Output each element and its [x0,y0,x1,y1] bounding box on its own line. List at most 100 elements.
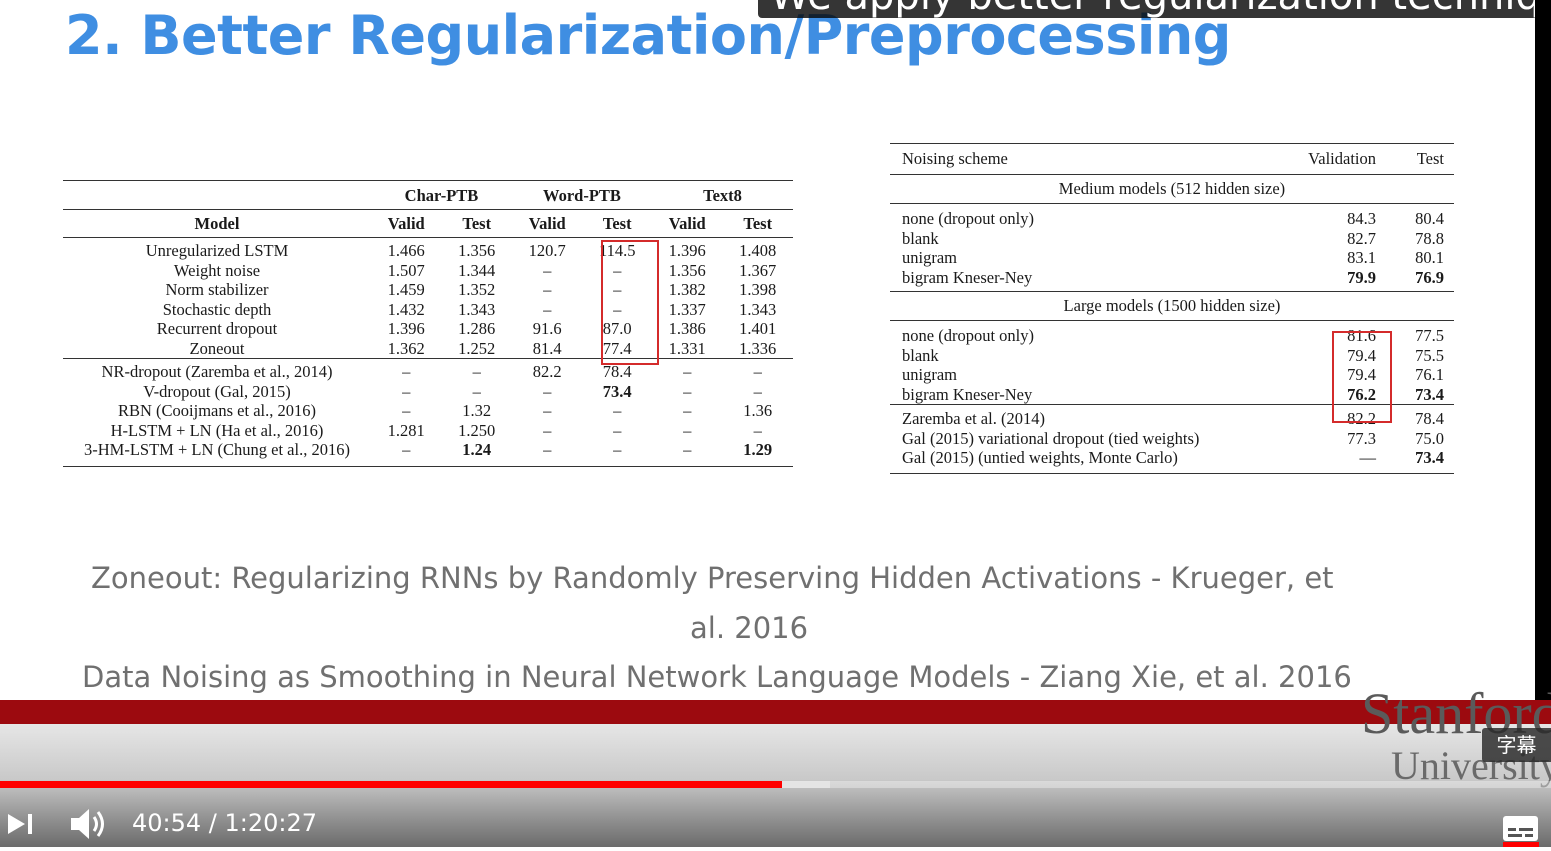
table-cell: 75.0 [1415,428,1444,448]
table-cell: – [753,420,762,440]
table-cell: 114.5 [598,241,636,260]
table-row: 3-HM-LSTM + LN (Chung et al., 2016) – 1.24… [63,440,793,466]
table-cell: 73.4 [602,381,632,401]
reference-zoneout-continued: al. 2016 [690,611,809,645]
table-cell: 1.250 [458,420,496,440]
time-display: 40:54 / 1:20:27 [132,809,317,837]
table-cell: 1.459 [387,280,425,299]
table-cell: – [683,401,692,420]
table-cell: 1.356 [668,260,706,280]
table-row-label: RBN (Cooijmans et al., 2016) [118,401,316,420]
table-row-label: V-dropout (Gal, 2015) [143,381,291,401]
player-controls: 40:54 / 1:20:27 [0,800,1551,847]
table-cell: – [543,299,552,319]
table-row-label: Norm stabilizer [165,280,269,299]
table-cell: 1.343 [458,299,496,319]
table-column-header: Noising scheme [890,143,1292,175]
table-cell: 1.382 [668,280,706,299]
table-row: Gal (2015) variational dropout (tied wei… [890,429,1454,449]
table-row-label: bigram Kneser-Ney [902,384,1033,404]
table-cell: 76.9 [1415,267,1444,287]
table-cell: – [613,260,622,280]
table-cell: 1.398 [739,280,777,299]
table-cell: 1.507 [387,260,425,280]
table-column-header: Validation [1292,143,1380,175]
table-group-header: Char-PTB [404,186,479,205]
table-cell: 82.7 [1347,228,1376,248]
next-button[interactable] [4,809,38,839]
table-cell: 1.408 [739,241,777,260]
progress-bar[interactable] [0,781,1551,788]
table-cell: 82.2 [1292,404,1380,429]
subtitles-badge[interactable]: 字幕 [1482,728,1551,762]
table-cell: 1.336 [739,338,777,358]
slide-area: 2. Better Regularization/Preprocessing C… [63,4,1454,694]
table-cell: 91.6 [532,319,562,338]
table-column-header: Test [441,209,512,238]
time-total: 1:20:27 [224,809,318,837]
table-cell: 84.3 [1347,209,1376,228]
table-cell: – [613,440,622,459]
table-row: blank 82.7 78.8 [890,229,1454,249]
table-row: none (dropout only) 81.6 77.5 [890,321,1454,346]
table-column-header: Valid [371,209,442,238]
table-cell: – [472,381,481,401]
table-cell: 73.4 [1415,448,1444,467]
table-column-header: Valid [651,209,723,238]
table-cell: 78.4 [1380,404,1454,429]
table-row-label: blank [902,345,939,365]
table-cell: 77.3 [1347,428,1376,448]
table-section-label: Medium models (512 hidden size) [890,174,1454,204]
table-cell: – [441,358,512,382]
table-row-label: none (dropout only) [902,326,1034,345]
volume-button[interactable] [68,806,112,842]
table-cell: 77.4 [602,338,632,358]
table-row: Norm stabilizer 1.459 1.352 – – 1.382 1.398 [63,280,793,300]
table-row: Recurrent dropout 1.396 1.286 91.6 87.0 1.386… [63,319,793,339]
table-body-medium: none (dropout only) 84.3 80.4 blank 82.7 78.8… [890,204,1454,292]
skip-next-icon [8,814,32,834]
table-row: Gal (2015) (untied weights, Monte Carlo)… [890,448,1454,473]
table-row-label: NR-dropout (Zaremba et al., 2014) [63,358,371,382]
table-row: Stochastic depth 1.432 1.343 – – 1.337 1.343 [63,300,793,320]
table-cell: 1.252 [458,338,496,358]
table-row: unigram 83.1 80.1 [890,248,1454,268]
table-cell: 1.432 [387,299,425,319]
table-row-label: 3-HM-LSTM + LN (Chung et al., 2016) [84,440,350,459]
data-noising-results-table: Noising scheme Validation Test Medium mo… [890,143,1454,474]
table-row: bigram Kneser-Ney 79.9 76.9 [890,268,1454,292]
table-row-label: H-LSTM + LN (Ha et al., 2016) [110,420,324,440]
table-group-header: Word-PTB [543,186,621,205]
table-body-main: Unregularized LSTM 1.466 1.356 120.7 114.5 1.… [63,238,793,359]
table-cell: – [402,440,411,459]
table-cell: 1.356 [458,241,496,260]
table-cell: 81.4 [532,338,562,358]
time-current: 40:54 [132,809,202,837]
volume-icon [71,809,104,839]
table-cell: 1.281 [387,420,425,440]
table-cell: 78.8 [1415,228,1444,248]
table-header-row: Noising scheme Validation Test [890,143,1454,175]
table-cell: 76.1 [1415,365,1444,384]
table-cell: – [683,420,692,440]
table-row-label: Stochastic depth [162,299,272,319]
table-cell: – [722,358,793,382]
table-cell: 1.396 [668,241,706,260]
highlight-box-word-ptb-test [601,240,659,365]
table-cell: 1.367 [739,260,777,280]
table-row: Unregularized LSTM 1.466 1.356 120.7 114.5 1.… [63,238,793,261]
table-section-row: Medium models (512 hidden size) [890,174,1454,204]
table-cell: – [402,381,411,401]
table-cell: 80.1 [1415,248,1444,267]
time-separator: / [201,809,225,837]
table-row: unigram 79.4 76.1 [890,365,1454,385]
table-cell: – [613,280,622,299]
subtitles-button[interactable] [1500,808,1542,846]
table-body-large: none (dropout only) 81.6 77.5 blank 79.4 75.5… [890,321,1454,405]
table-row-label: Zaremba et al. (2014) [890,404,1292,429]
caption-overlay: We apply better regularization technique [758,0,1535,18]
table-row: none (dropout only) 84.3 80.4 [890,204,1454,229]
table-row-label: Recurrent dropout [156,319,278,338]
table-row-label: Gal (2015) (untied weights, Monte Carlo) [902,448,1178,467]
table-row: bigram Kneser-Ney 76.2 73.4 [890,385,1454,405]
